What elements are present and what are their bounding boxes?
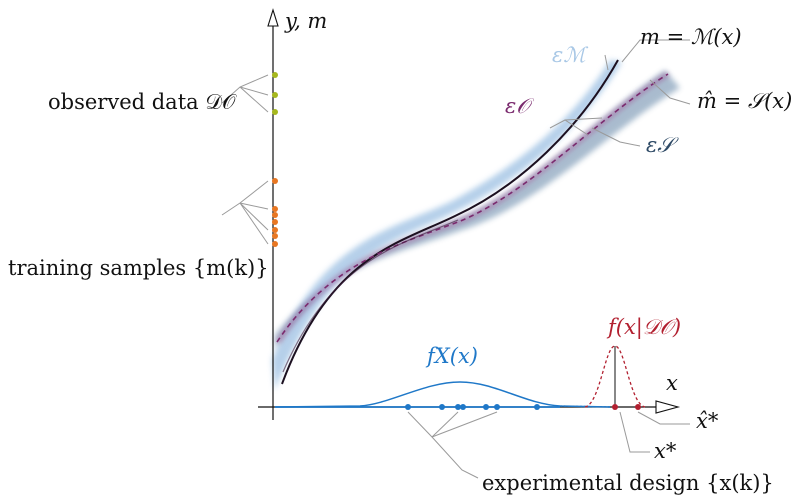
eps-obs-label: ε𝒪 xyxy=(505,94,534,118)
x-hat-star-label: x̂* xyxy=(696,409,719,433)
surrogate-curve-core xyxy=(282,219,459,373)
observed-point xyxy=(272,72,278,78)
posterior-markers xyxy=(612,404,641,410)
posterior-density-label: f(x|𝒟𝒪) xyxy=(606,315,681,340)
surrogate-curve xyxy=(276,73,669,343)
training-point xyxy=(272,227,278,233)
x-star-label: x* xyxy=(654,439,677,463)
design-point xyxy=(455,404,461,410)
design-point xyxy=(439,404,445,410)
x-hat-star-marker xyxy=(635,404,641,410)
eps-surr-label: ε𝒮 xyxy=(646,133,679,157)
design-point xyxy=(460,404,466,410)
training-point xyxy=(272,241,278,247)
posterior-density-curve xyxy=(584,345,646,408)
prior-tail xyxy=(559,405,613,408)
experimental-design-label: experimental design {x(k)} xyxy=(482,471,774,495)
surrogate-label: m̂ = 𝒮(x) xyxy=(697,89,792,113)
model-band xyxy=(272,60,622,390)
observed-point xyxy=(272,109,278,115)
x-axis-label: x xyxy=(666,371,678,395)
observed-data-label: observed data 𝒟𝒪 xyxy=(48,90,237,114)
observed-points xyxy=(272,72,278,115)
eps-model-label: εℳ xyxy=(552,43,589,67)
x-star-marker xyxy=(612,404,618,410)
observed-point xyxy=(272,92,278,98)
training-samples-label: training samples {m(k)} xyxy=(8,256,269,280)
design-point xyxy=(534,404,540,410)
model-label: m = ℳ(x) xyxy=(640,25,742,49)
x-axis-arrow xyxy=(655,400,681,414)
leader-lines xyxy=(221,39,691,479)
training-point xyxy=(272,233,278,239)
prior-density-label: fX(x) xyxy=(425,344,478,368)
training-point xyxy=(272,178,278,184)
prior-density-curve xyxy=(274,381,611,408)
y-axis-arrow xyxy=(267,8,279,27)
y-axis-label: y, m xyxy=(284,9,327,33)
design-points xyxy=(405,404,540,410)
design-point xyxy=(483,404,489,410)
training-point xyxy=(272,212,278,218)
design-point xyxy=(494,404,500,410)
design-point xyxy=(405,404,411,410)
training-point xyxy=(272,206,278,212)
training-point xyxy=(272,219,278,225)
training-points xyxy=(272,178,278,247)
